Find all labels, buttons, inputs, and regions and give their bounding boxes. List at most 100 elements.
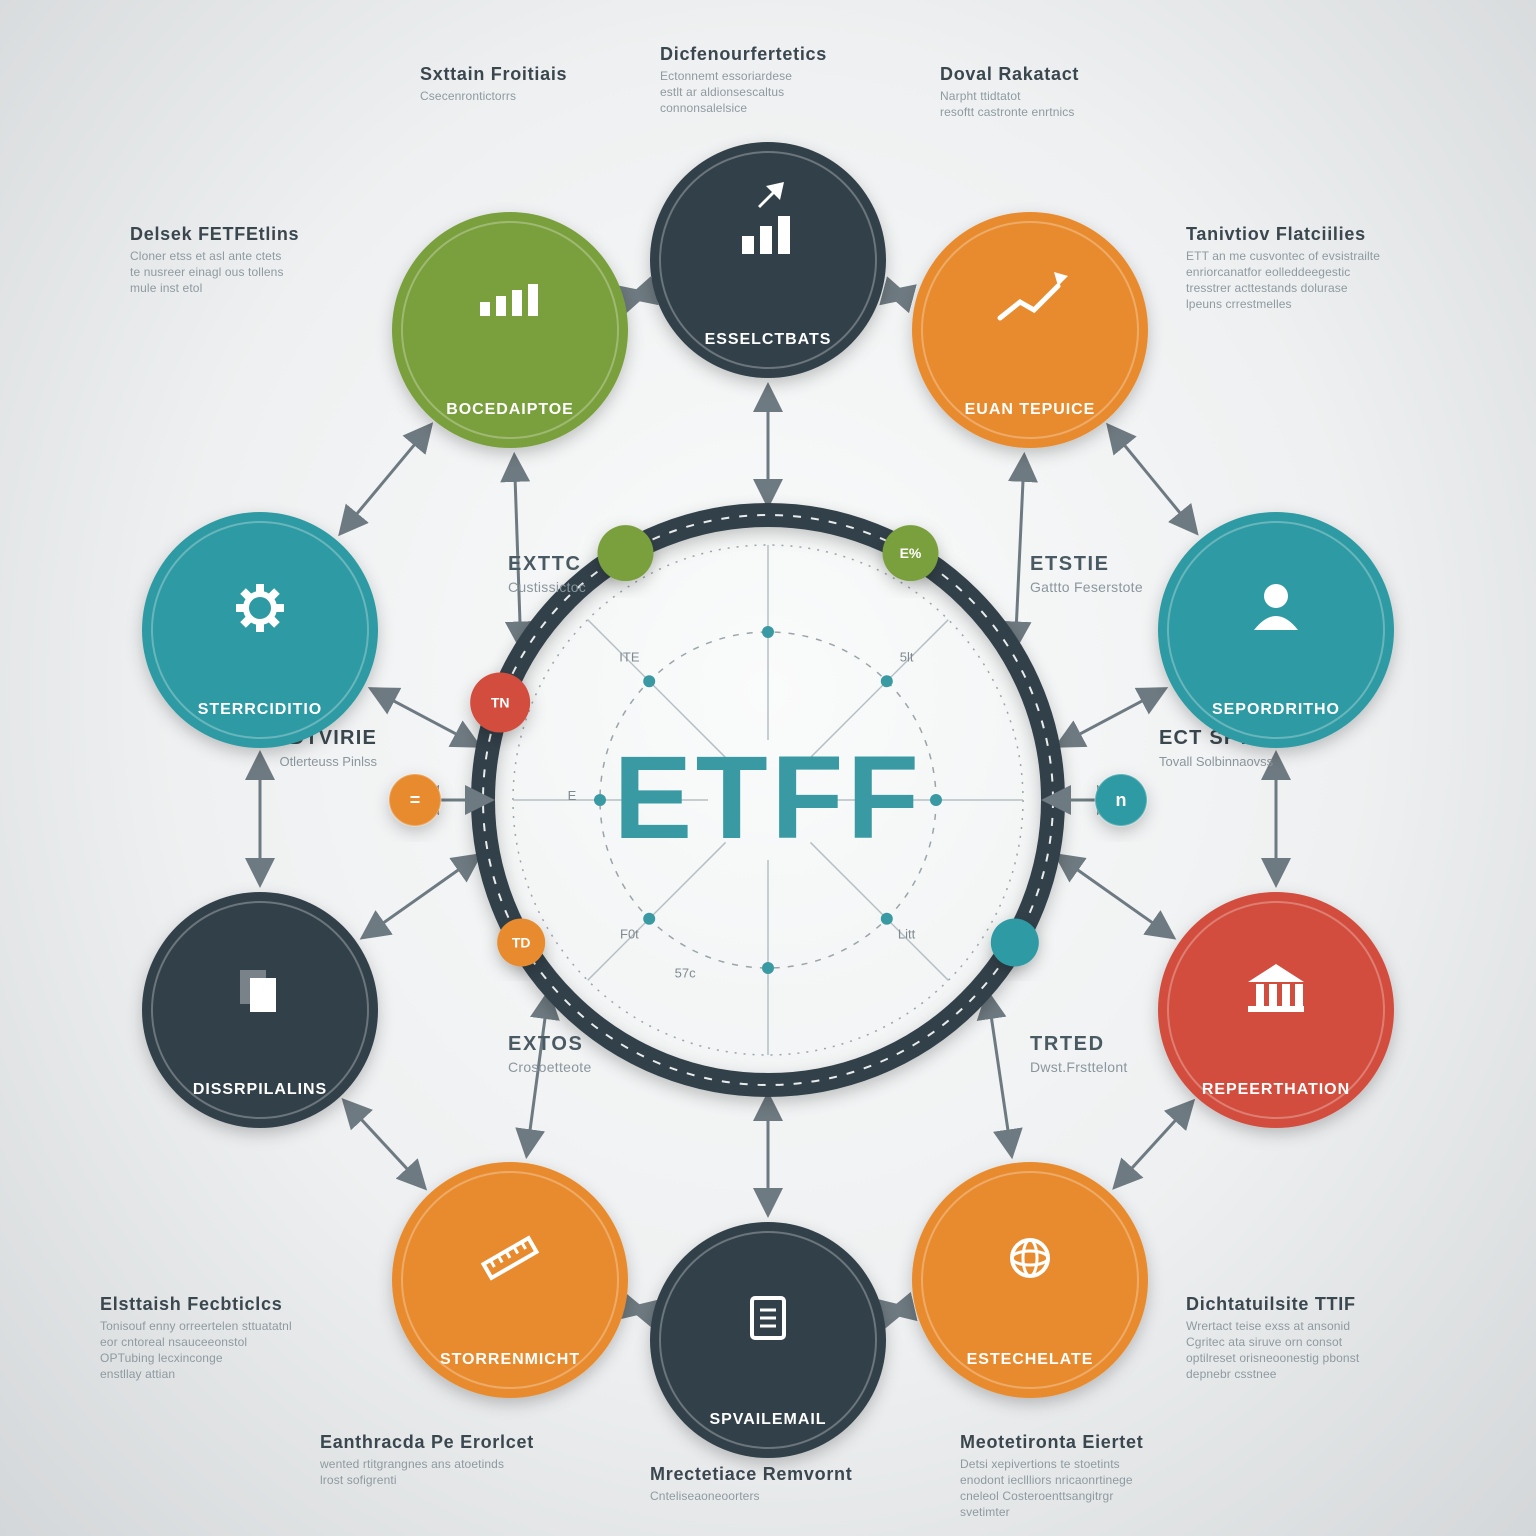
- svg-text:OPTubing lecxinconge: OPTubing lecxinconge: [100, 1351, 223, 1365]
- ring-section-sub: Custissictoc: [508, 579, 586, 595]
- feature-node-label: STERRCIDITIO: [198, 701, 322, 718]
- svg-text:Doval Rakatact: Doval Rakatact: [940, 64, 1079, 84]
- svg-text:Eanthracda Pe Erorlcet: Eanthracda Pe Erorlcet: [320, 1432, 534, 1452]
- feature-node-label: SEPORDRITHO: [1212, 701, 1340, 718]
- callout: Delsek FETFEtlins Cloner etss et asl ante…: [130, 224, 299, 295]
- ring-marker: [598, 525, 654, 581]
- svg-text:Meotetironta Eiertet: Meotetironta Eiertet: [960, 1432, 1143, 1452]
- feature-node-label: DISSRPILALINS: [193, 1081, 327, 1098]
- svg-text:n: n: [1116, 790, 1127, 810]
- handle: =DTVIRIEOtlerteuss Pinlss: [279, 727, 489, 826]
- ring-section-title: ETSTIE: [1030, 553, 1110, 575]
- svg-text:Tovall Solbinnaovss: Tovall Solbinnaovss: [1159, 754, 1274, 769]
- callout: Dicfenourfertetics Ectonnemt essoriardese…: [660, 44, 827, 115]
- svg-text:Mrectetiace Remvornt: Mrectetiace Remvornt: [650, 1464, 852, 1484]
- svg-text:Dicfenourfertetics: Dicfenourfertetics: [660, 44, 827, 64]
- svg-text:connonsalelsice: connonsalelsice: [660, 101, 747, 115]
- feature-node: BOCEDAIPTOE: [392, 212, 628, 448]
- svg-text:estlt ar aldionsescaltus: estlt ar aldionsescaltus: [660, 85, 784, 99]
- callout: Mrectetiace Remvornt Cnteliseaoneoorters: [650, 1464, 852, 1503]
- callout: Dichtatuilsite TTIFWrertact teise exss a…: [1186, 1294, 1360, 1381]
- connector-arrow: [346, 1102, 423, 1186]
- svg-text:Tanivtiov Flatciilies: Tanivtiov Flatciilies: [1186, 224, 1366, 244]
- feature-node-label: BOCEDAIPTOE: [446, 401, 574, 418]
- connector-arrow: [890, 293, 907, 297]
- connector-arrow: [365, 856, 478, 936]
- callout: Sxttain Froitiais Csecenrontictorrs: [420, 64, 567, 103]
- connector-arrow: [514, 458, 520, 646]
- ring-section-sub: Gattto Feserstote: [1030, 579, 1143, 595]
- svg-text:Detsi xepivertions te stoetint: Detsi xepivertions te stoetints: [960, 1457, 1120, 1471]
- svg-text:enodont iecllliors nricaonrtin: enodont iecllliors nricaonrtinege: [960, 1473, 1133, 1487]
- callout: Eanthracda Pe Erorlcet wented rtitgrangne…: [319, 1432, 534, 1487]
- svg-text:Narpht ttidtatot: Narpht ttidtatot: [940, 89, 1021, 103]
- svg-text:te nusreer einagl ous tollens: te nusreer einagl ous tollens: [130, 265, 284, 279]
- svg-text:Cloner etss et asl ante ctets: Cloner etss et asl ante ctets: [130, 249, 282, 263]
- svg-text:tresstrer acttestands dolurase: tresstrer acttestands dolurase: [1186, 281, 1348, 295]
- feature-node: STORRENMICHT: [392, 1162, 628, 1398]
- svg-text:ITE: ITE: [619, 649, 640, 664]
- ring-section-title: EXTOS: [508, 1033, 583, 1055]
- svg-text:Delsek FETFEtlins: Delsek FETFEtlins: [130, 224, 299, 244]
- svg-text:Wrertact teise exss at ansonid: Wrertact teise exss at ansonid: [1186, 1319, 1350, 1333]
- feature-node: SPVAILEMAIL: [650, 1222, 886, 1458]
- svg-text:Litt: Litt: [898, 927, 916, 942]
- svg-text:eor cntoreal nsauceeonstol: eor cntoreal nsauceeonstol: [100, 1335, 247, 1349]
- ring-section-sub: Dwst.Frsttelont: [1030, 1059, 1128, 1075]
- svg-text:enriorcanatfor eolleddeegestic: enriorcanatfor eolleddeegestic: [1186, 265, 1350, 279]
- svg-text:mule inst etol: mule inst etol: [130, 281, 202, 295]
- svg-text:lpeuns crrestmelles: lpeuns crrestmelles: [1186, 297, 1292, 311]
- svg-text:Sxttain Froitiais: Sxttain Froitiais: [420, 64, 567, 84]
- feature-node: ESTECHELATE: [912, 1162, 1148, 1398]
- connector-arrow: [891, 1309, 905, 1312]
- connector-arrow: [373, 690, 477, 745]
- ring-section-sub: Crosoetteote: [508, 1059, 592, 1075]
- svg-text:enstllay attian: enstllay attian: [100, 1367, 175, 1381]
- svg-text:cneleol Costeroenttsangitrgr: cneleol Costeroenttsangitrgr: [960, 1489, 1113, 1503]
- svg-text:depnebr csstnee: depnebr csstnee: [1186, 1367, 1277, 1381]
- ring-section-title: EXTTC: [508, 553, 582, 575]
- feature-node: ESSELCTBATS: [650, 142, 886, 378]
- svg-text:wented rtitgrangnes ans atoeti: wented rtitgrangnes ans atoetinds: [319, 1457, 504, 1471]
- svg-text:Cnteliseaoneoorters: Cnteliseaoneoorters: [650, 1489, 760, 1503]
- svg-text:Elsttaish Fecbticlcs: Elsttaish Fecbticlcs: [100, 1294, 282, 1314]
- connector-arrow: [1116, 1103, 1191, 1185]
- ring-marker: [991, 919, 1039, 967]
- svg-text:Ectonnemt essoriardese: Ectonnemt essoriardese: [660, 69, 792, 83]
- svg-text:Cgritec ata siruve orn consot: Cgritec ata siruve orn consot: [1186, 1335, 1343, 1349]
- diagram-stage: EITE5ltLittF0t57cETFFTNE%TD=DTVIRIEOtler…: [0, 0, 1536, 1536]
- svg-text:TN: TN: [491, 695, 510, 711]
- callout: Elsttaish Fecbticlcs Tonisouf enny orreer…: [100, 1294, 292, 1381]
- svg-text:Tonisouf enny orreertelen sttu: Tonisouf enny orreertelen sttuatatnl: [100, 1319, 292, 1333]
- feature-node: STERRCIDITIO: [142, 512, 378, 748]
- feature-node-label: ESSELCTBATS: [705, 331, 832, 348]
- callout: Doval Rakatact Narpht ttidtatot resoftt ca…: [940, 64, 1079, 119]
- center-ring: EITE5ltLittF0t57cETFFTNE%TD: [470, 515, 1053, 1085]
- connector-arrow: [632, 294, 645, 297]
- svg-text:E%: E%: [900, 545, 922, 561]
- connector-arrow: [633, 1309, 644, 1311]
- svg-text:=: =: [410, 790, 421, 810]
- connector-arrow: [342, 427, 429, 532]
- svg-text:5lt: 5lt: [900, 649, 914, 664]
- feature-node: EUAN TEPUICE: [912, 212, 1148, 448]
- feature-node-label: ESTECHELATE: [967, 1351, 1094, 1368]
- svg-text:F0t: F0t: [620, 927, 639, 942]
- svg-text:Csecenrontictorrs: Csecenrontictorrs: [420, 89, 516, 103]
- svg-text:ETT an me cusvontec of evsistr: ETT an me cusvontec of evsistrailte: [1186, 249, 1380, 263]
- svg-text:57c: 57c: [675, 966, 696, 981]
- svg-text:TD: TD: [512, 935, 531, 951]
- feature-node: SEPORDRITHO: [1158, 512, 1394, 748]
- center-label: ETFF: [613, 732, 922, 864]
- svg-text:optilreset orisneoonestig pbon: optilreset orisneoonestig pbonst: [1186, 1351, 1360, 1365]
- connector-arrow: [988, 995, 1011, 1153]
- feature-node: REPEERTHATION: [1158, 892, 1394, 1128]
- connector-arrow: [1015, 458, 1024, 646]
- connector-arrow: [1058, 856, 1171, 936]
- callout: Tanivtiov Flatciilies ETT an me cusvontec…: [1186, 224, 1380, 311]
- svg-text:Otlerteuss Pinlss: Otlerteuss Pinlss: [279, 754, 377, 769]
- svg-text:resoftt castronte enrtnics: resoftt castronte enrtnics: [940, 105, 1075, 119]
- connector-arrow: [1110, 427, 1195, 531]
- feature-node-label: SPVAILEMAIL: [710, 1411, 827, 1428]
- feature-node-label: REPEERTHATION: [1202, 1081, 1350, 1098]
